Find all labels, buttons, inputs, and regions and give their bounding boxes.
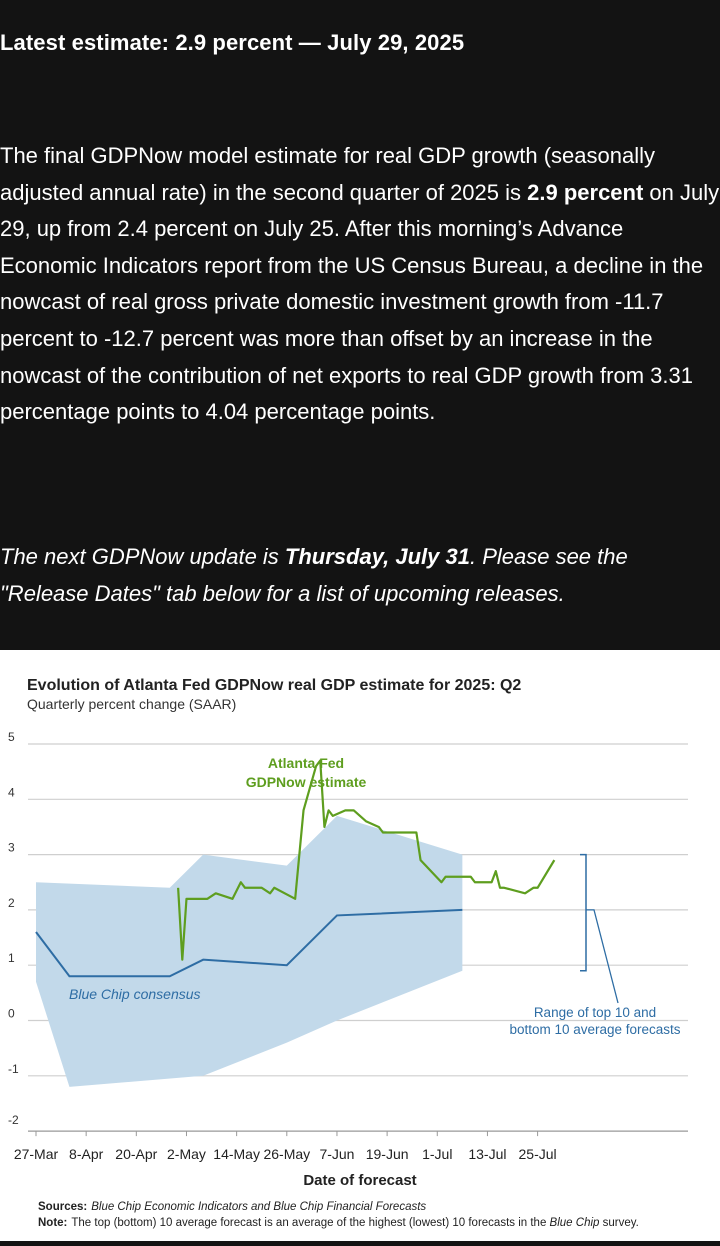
y-tick-label: 5 [8, 730, 15, 744]
sources-label: Sources: [38, 1201, 87, 1213]
sources-note: Sources: Blue Chip Economic Indicators an… [38, 1201, 426, 1213]
x-axis-ticks: 27-Mar 8-Apr 20-Apr 2-May 14-May 26-May 7-Jun 1… [14, 1131, 557, 1162]
gdpnow-estimate-line [177, 759, 556, 961]
x-tick-label: 20-Apr [115, 1146, 157, 1162]
x-axis-label: Date of forecast [303, 1172, 416, 1189]
summary-paragraph: The final GDPNow model estimate for real… [0, 138, 720, 431]
summary-text-1: The final GDPNow model estimate for real… [0, 143, 655, 205]
sources-text: Blue Chip Economic Indicators and Blue C… [91, 1201, 426, 1213]
range-bracket [580, 853, 587, 972]
note-text-1: The top (bottom) 10 average forecast is … [71, 1217, 549, 1229]
y-tick-label: 3 [8, 841, 15, 855]
blue-chip-consensus-line [35, 908, 463, 978]
method-note: Note: The top (bottom) 10 average forecas… [38, 1217, 639, 1229]
summary-estimate-bold: 2.9 percent [527, 179, 644, 205]
range-band-label: bottom 10 average forecasts [509, 1022, 680, 1037]
range-band [36, 815, 463, 1087]
x-tick-label: 1-Jul [422, 1146, 452, 1162]
next-update-text-2: . Please see the "Release Dates" tab bel… [0, 544, 628, 606]
chart-title: Evolution of Atlanta Fed GDPNow real GDP… [27, 677, 521, 694]
next-update-text-1: The next GDPNow update is [0, 544, 285, 569]
x-tick-label: 14-May [213, 1146, 260, 1162]
gdpnow-chart: Evolution of Atlanta Fed GDPNow real GDP… [8, 677, 688, 1229]
y-tick-label: 1 [8, 951, 15, 965]
next-update-date: Thursday, July 31 [284, 544, 470, 569]
x-tick-label: 7-Jun [319, 1146, 354, 1162]
consensus-series-label: Blue Chip consensus [69, 986, 201, 1002]
gdpnow-chart-panel: Evolution of Atlanta Fed GDPNow real GDP… [0, 650, 720, 1241]
note-label: Note: [38, 1217, 67, 1229]
chart-lines [35, 759, 556, 978]
range-leader-line [586, 909, 619, 1004]
note-text-2: survey. [599, 1217, 638, 1229]
chart-subtitle: Quarterly percent change (SAAR) [27, 696, 236, 712]
range-band-label: Range of top 10 and [534, 1005, 656, 1020]
range-band-group [36, 815, 463, 1087]
y-tick-label: 4 [8, 785, 15, 799]
headline: Latest estimate: 2.9 percent — July 29, … [0, 30, 465, 55]
y-tick-label: -2 [8, 1113, 19, 1127]
y-tick-label: 2 [8, 896, 15, 910]
x-tick-label: 8-Apr [69, 1146, 104, 1162]
x-tick-label: 19-Jun [366, 1146, 409, 1162]
x-tick-label: 27-Mar [14, 1146, 59, 1162]
next-update-note: The next GDPNow update is Thursday, July… [0, 539, 720, 612]
x-tick-label: 26-May [263, 1146, 310, 1162]
x-tick-label: 2-May [167, 1146, 206, 1162]
gdpnow-series-label: GDPNow estimate [246, 774, 367, 790]
chart-annotations: Atlanta Fed GDPNow estimate Blue Chip cons… [69, 755, 681, 1037]
summary-text-2: on July 29, up from 2.4 percent on July … [0, 179, 720, 425]
gdpnow-series-label: Atlanta Fed [268, 755, 344, 771]
y-tick-label: 0 [8, 1007, 15, 1021]
y-tick-label: -1 [8, 1062, 19, 1076]
note-italic: Blue Chip [550, 1217, 600, 1229]
x-tick-label: 13-Jul [468, 1146, 506, 1162]
x-tick-label: 25-Jul [519, 1146, 557, 1162]
y-axis-ticks: 5 4 3 2 1 0 -1 -2 [8, 730, 19, 1127]
